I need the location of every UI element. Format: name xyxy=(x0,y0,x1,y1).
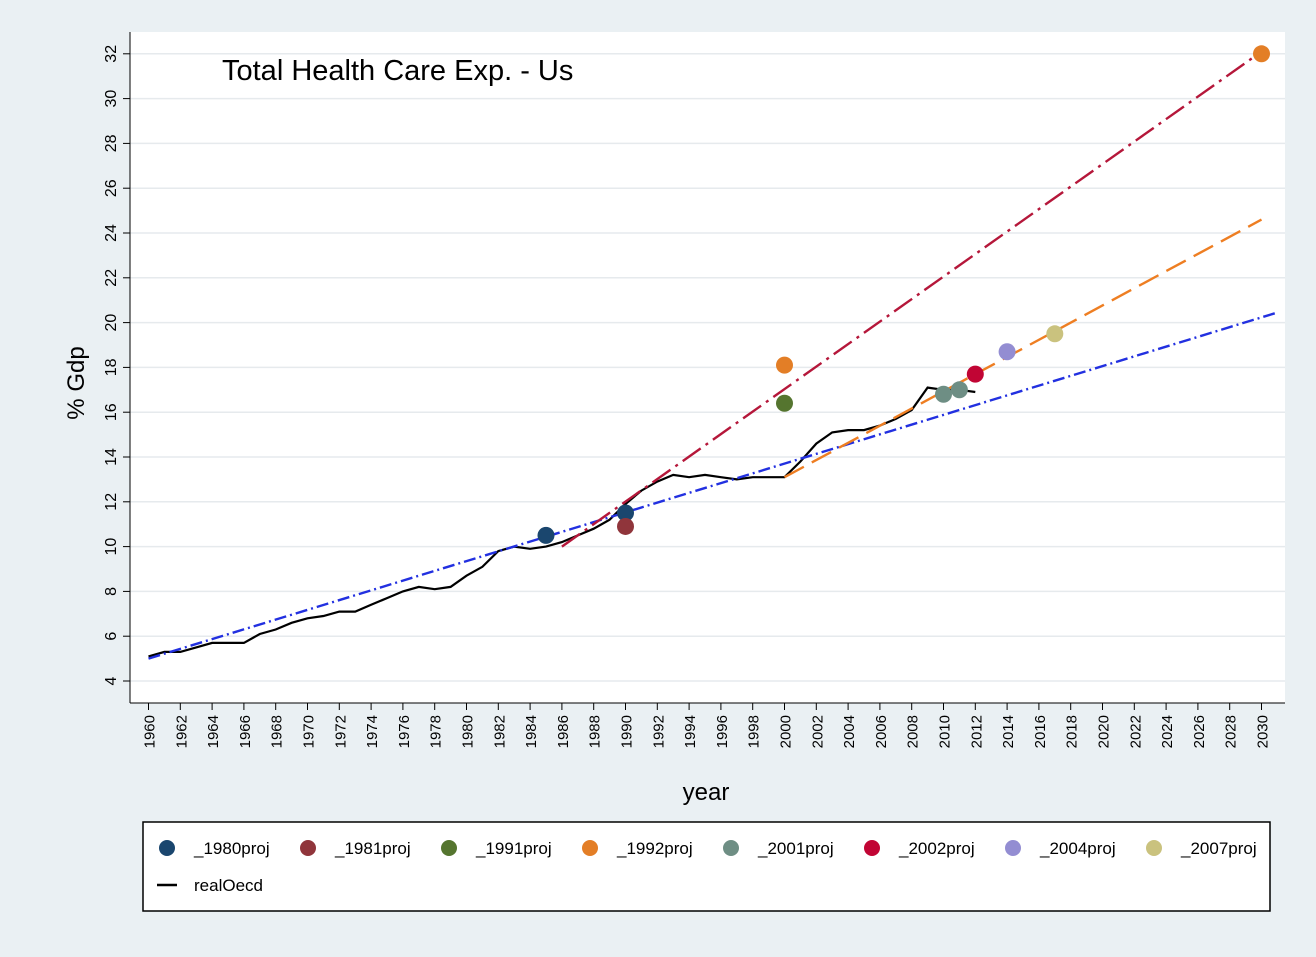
legend-symbol-_2002proj xyxy=(864,840,880,856)
x-tick-label: 2026 xyxy=(1191,715,1208,748)
y-tick-label: 14 xyxy=(103,448,120,466)
data-point-_1992proj xyxy=(1253,45,1270,63)
x-tick-label: 2024 xyxy=(1159,715,1176,748)
x-tick-label: 1988 xyxy=(587,715,604,748)
x-tick-label: 1994 xyxy=(682,715,699,748)
x-tick-label: 2020 xyxy=(1096,715,1113,748)
x-tick-label: 1998 xyxy=(746,715,763,748)
data-point-_2004proj xyxy=(998,343,1016,361)
legend-symbol-_1981proj xyxy=(300,840,316,856)
x-tick-label: 2010 xyxy=(937,715,954,748)
y-tick-label: 28 xyxy=(103,134,120,152)
legend-symbol-_1980proj xyxy=(159,840,175,856)
x-tick-label: 1960 xyxy=(142,715,159,748)
legend-label-_2001proj: _2001proj xyxy=(757,839,834,858)
data-point-_1991proj xyxy=(776,394,793,412)
y-axis: 4 6 8 10 12 14 16 18 20 22 24 26 28 30 32 xyxy=(103,32,131,703)
series-layer xyxy=(148,45,1278,660)
legend-symbol-_2004proj xyxy=(1005,840,1021,856)
legend-label-_2004proj: _2004proj xyxy=(1039,839,1116,858)
data-point-_1992proj xyxy=(776,356,793,374)
legend-symbol-_1991proj xyxy=(441,840,457,856)
chart-title: Total Health Care Exp. - Us xyxy=(222,55,573,87)
x-tick-label: 1986 xyxy=(555,715,572,748)
x-tick-label: 2014 xyxy=(1000,715,1017,748)
x-tick-label: 1962 xyxy=(173,715,190,748)
y-tick-label: 22 xyxy=(103,269,120,287)
x-tick-label: 2008 xyxy=(905,715,922,748)
legend-label-_1992proj: _1992proj xyxy=(616,839,693,858)
y-tick-label: 32 xyxy=(103,45,120,63)
data-point-_2002proj xyxy=(966,365,984,383)
x-tick-label: 2016 xyxy=(1032,715,1049,748)
x-tick-label: 1982 xyxy=(491,715,508,748)
x-tick-label: 2002 xyxy=(809,715,826,748)
x-tick-label: 2000 xyxy=(778,715,795,748)
x-tick-label: 2028 xyxy=(1223,715,1240,748)
legend-label-_2007proj: _2007proj xyxy=(1180,839,1257,858)
legend-label-_1981proj: _1981proj xyxy=(334,839,411,858)
x-tick-label: 2012 xyxy=(968,715,985,748)
trend-line xyxy=(783,218,1263,479)
legend-label-realOecd: realOecd xyxy=(194,876,263,895)
y-axis-label: % Gdp xyxy=(63,346,90,419)
x-tick-label: 1980 xyxy=(460,715,477,748)
x-tick-label: 1970 xyxy=(301,715,318,748)
x-tick-label: 1968 xyxy=(269,715,286,748)
y-tick-label: 10 xyxy=(103,538,120,556)
x-tick-label: 1976 xyxy=(396,715,413,748)
series-line-realOecd xyxy=(148,386,976,658)
x-tick-label: 2006 xyxy=(873,715,890,748)
x-tick-label: 1978 xyxy=(428,715,445,748)
x-tick-label: 2022 xyxy=(1127,715,1144,748)
y-tick-label: 26 xyxy=(103,179,120,197)
data-point-_2001proj xyxy=(950,381,968,399)
x-tick-label: 1984 xyxy=(523,715,540,748)
y-tick-label: 12 xyxy=(103,493,120,511)
data-point-_2007proj xyxy=(1046,325,1064,343)
x-tick-label: 1990 xyxy=(619,715,636,748)
trend-line xyxy=(561,50,1263,548)
legend-label-_2002proj: _2002proj xyxy=(898,839,975,858)
x-axis-label: year xyxy=(683,779,730,806)
data-point-_1980proj xyxy=(537,526,555,544)
x-tick-label: 1992 xyxy=(650,715,667,748)
legend-label-_1980proj: _1980proj xyxy=(193,839,270,858)
legend-symbol-_1992proj xyxy=(582,840,598,856)
data-point-_2001proj xyxy=(935,385,952,403)
data-point-_1981proj xyxy=(617,517,634,535)
legend: _1980proj _1981proj _1991proj _1992proj _200… xyxy=(157,839,1257,895)
y-tick-label: 6 xyxy=(103,632,120,641)
legend-symbol-_2007proj xyxy=(1146,840,1162,856)
x-tick-label: 1996 xyxy=(714,715,731,748)
x-tick-label: 1974 xyxy=(364,715,381,748)
y-tick-label: 16 xyxy=(103,403,120,421)
y-tick-label: 20 xyxy=(103,314,120,332)
x-tick-label: 2004 xyxy=(841,715,858,748)
x-axis: 1960 1962 1964 1966 1968 1970 1972 1974 1976 1978… xyxy=(130,702,1285,748)
x-tick-label: 2030 xyxy=(1255,715,1272,748)
x-tick-label: 2018 xyxy=(1064,715,1081,748)
y-tick-label: 4 xyxy=(103,676,120,685)
data-point-_1980proj xyxy=(617,504,634,522)
legend-symbol-_2001proj xyxy=(723,840,739,856)
y-tick-label: 24 xyxy=(103,224,120,242)
x-tick-label: 1966 xyxy=(237,715,254,748)
legend-box xyxy=(142,821,1271,912)
x-tick-label: 1972 xyxy=(332,715,349,748)
y-tick-label: 18 xyxy=(103,358,120,376)
y-tick-label: 30 xyxy=(103,90,120,108)
gridlines xyxy=(130,53,1285,682)
legend-label-_1991proj: _1991proj xyxy=(475,839,552,858)
x-tick-label: 1964 xyxy=(205,715,222,748)
y-tick-label: 8 xyxy=(103,587,120,596)
